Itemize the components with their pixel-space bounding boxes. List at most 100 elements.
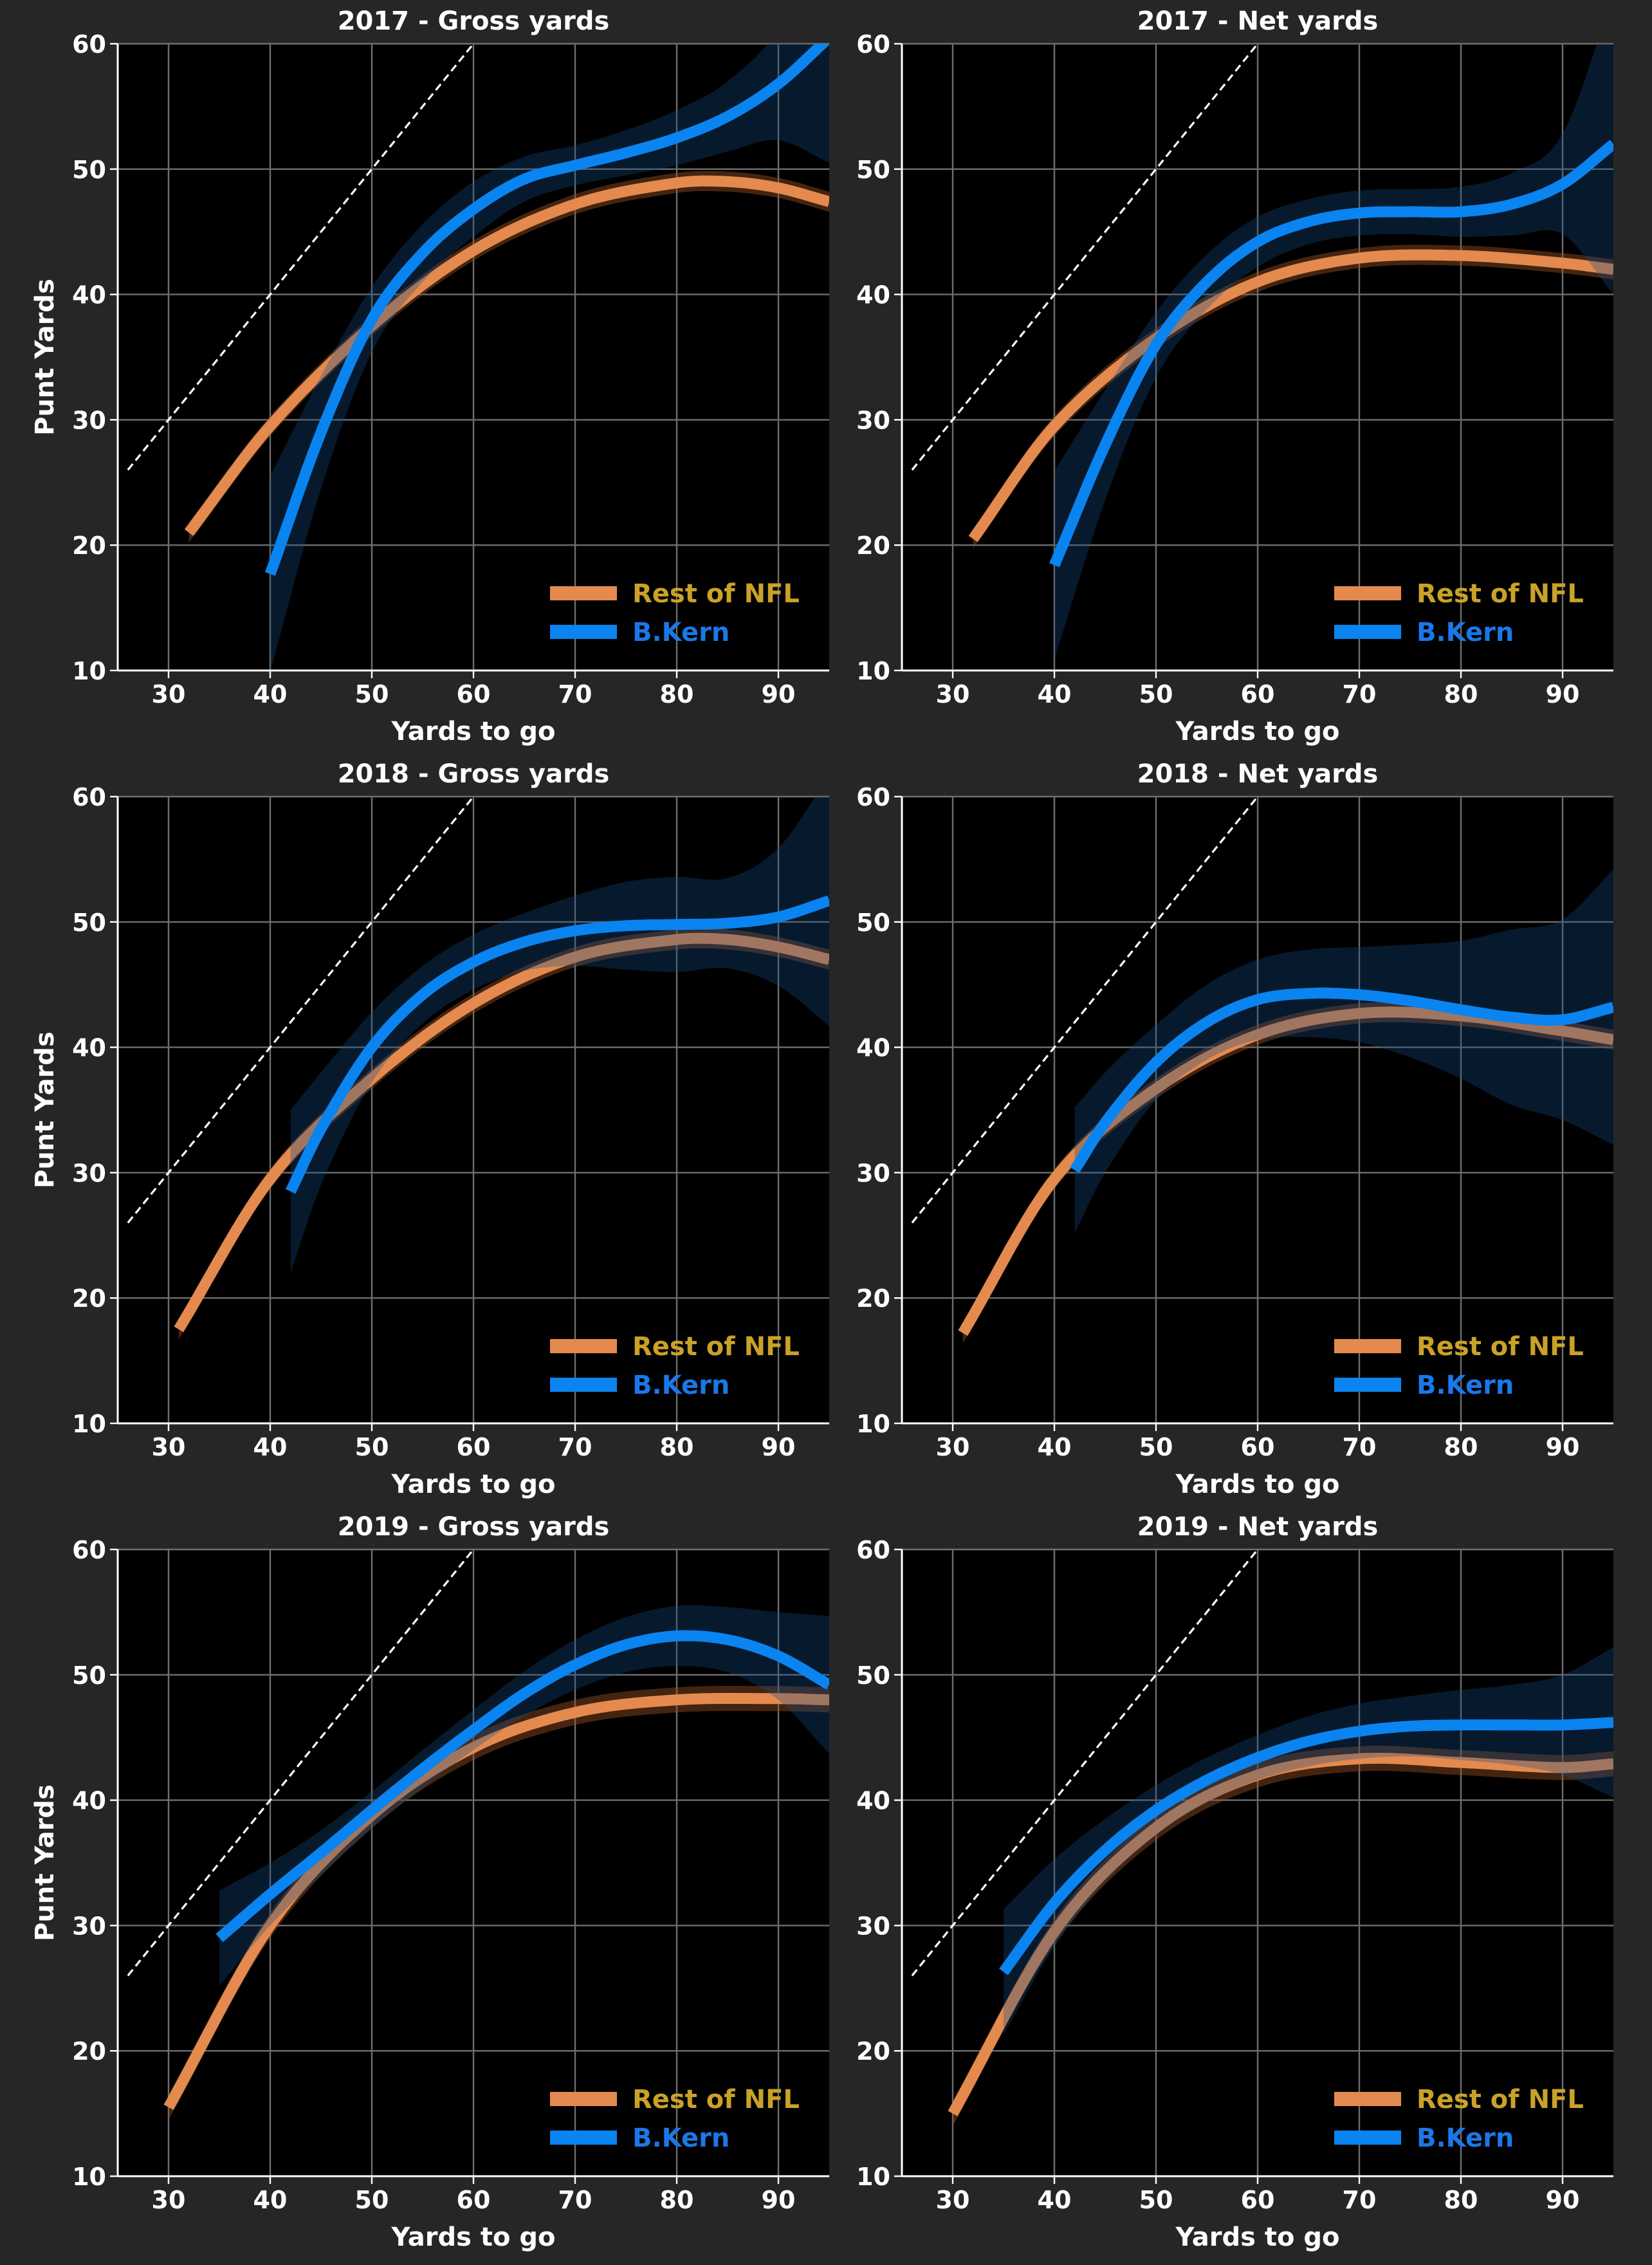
y-tick-label: 20: [72, 1284, 106, 1313]
y-tick-label: 30: [72, 406, 106, 434]
legend-label-rest: Rest of NFL: [1417, 579, 1584, 609]
rest-confidence-band: [962, 1002, 1613, 1344]
y-tick-label: 10: [856, 2163, 890, 2191]
y-tick-label: 30: [72, 1912, 106, 1940]
x-tick-label: 80: [660, 1433, 694, 1461]
x-tick-label: 40: [253, 680, 288, 708]
y-axis-label: Punt Yards: [30, 279, 60, 436]
y-tick-label: 60: [856, 783, 890, 811]
legend-label-kern: B.Kern: [1417, 1371, 1514, 1400]
rest-series-line: [184, 175, 829, 536]
legend-label-rest: Rest of NFL: [1417, 2085, 1584, 2114]
chart-title: 2018 - Net yards: [1137, 759, 1379, 789]
chart-panel-6: 30 40 50 60 70 80 90 10 20 30 40 50 60 2019 - Net yar…: [856, 1512, 1613, 2252]
x-tick-label: 40: [253, 2186, 288, 2214]
x-tick-label: 80: [660, 680, 694, 708]
x-tick-label: 60: [457, 1433, 491, 1461]
x-tick-label: 50: [355, 2186, 389, 2214]
x-axis-label: Yards to go: [390, 1470, 555, 1499]
legend-label-kern: B.Kern: [632, 1371, 730, 1400]
y-tick-label: 50: [856, 156, 890, 184]
kern-confidence-band: [290, 797, 829, 1273]
chart-panel-4: 30 40 50 60 70 80 90 10 20 30 40 50 60 2018 - Net yar…: [856, 759, 1613, 1499]
x-tick-label: 90: [762, 680, 796, 708]
reference-line: [127, 797, 475, 1224]
y-tick-label: 60: [856, 1536, 890, 1564]
y-tick-label: 60: [856, 30, 890, 59]
legend-label-kern: B.Kern: [1417, 618, 1514, 647]
x-tick-label: 50: [1139, 1433, 1173, 1461]
plot-content: [127, 797, 829, 1340]
chart-panel-2: 30 40 50 60 70 80 90 10 20 30 40 50 60 2017 - Net yar…: [856, 6, 1613, 746]
y-tick-label: 40: [72, 281, 106, 310]
legend-label-rest: Rest of NFL: [632, 1332, 800, 1362]
y-tick-label: 20: [72, 532, 106, 560]
reference-line: [911, 44, 1259, 471]
x-tick-label: 60: [457, 680, 491, 708]
y-tick-label: 40: [856, 1034, 890, 1062]
x-tick-label: 60: [457, 2186, 491, 2214]
x-tick-label: 80: [1444, 1433, 1478, 1461]
x-tick-label: 40: [1038, 2186, 1072, 2214]
legend-label-kern: B.Kern: [1417, 2123, 1514, 2153]
rest-series-line: [968, 249, 1613, 542]
y-tick-label: 60: [72, 30, 106, 59]
x-tick-label: 90: [1546, 1433, 1580, 1461]
kern-series-line: [216, 1630, 829, 1943]
legend-label-rest: Rest of NFL: [1417, 1332, 1584, 1362]
x-tick-label: 30: [936, 2186, 970, 2214]
y-tick-label: 30: [72, 1159, 106, 1187]
plot-content: [127, 1549, 829, 2120]
y-tick-label: 10: [72, 2163, 106, 2191]
x-tick-label: 40: [1038, 1433, 1072, 1461]
reference-line: [127, 44, 475, 471]
x-tick-label: 70: [558, 1433, 592, 1461]
chart-panel-5: 30 40 50 60 70 80 90 10 20 30 40 50 60 2019 - Gross y…: [30, 1512, 829, 2252]
y-tick-label: 60: [72, 1536, 106, 1564]
x-tick-label: 30: [152, 1433, 186, 1461]
y-tick-label: 60: [72, 783, 106, 811]
x-axis-label: Yards to go: [1175, 717, 1339, 746]
x-tick-label: 80: [1444, 680, 1478, 708]
y-tick-label: 40: [856, 281, 890, 310]
reference-line: [911, 1549, 1259, 1977]
x-axis-label: Yards to go: [1175, 1470, 1339, 1499]
x-axis-label: Yards to go: [390, 717, 555, 746]
y-tick-label: 40: [72, 1034, 106, 1062]
x-tick-label: 90: [762, 2186, 796, 2214]
y-tick-label: 30: [856, 406, 890, 434]
x-tick-label: 50: [355, 680, 389, 708]
kern-series-line: [1049, 140, 1613, 568]
x-tick-label: 50: [355, 1433, 389, 1461]
x-tick-label: 80: [660, 2186, 694, 2214]
x-tick-label: 70: [558, 680, 592, 708]
reference-line: [127, 1549, 475, 1977]
x-tick-label: 30: [152, 2186, 186, 2214]
legend-label-rest: Rest of NFL: [632, 579, 800, 609]
y-tick-label: 50: [856, 909, 890, 937]
x-tick-label: 80: [1444, 2186, 1478, 2214]
x-axis-label: Yards to go: [1175, 2223, 1339, 2252]
y-tick-label: 20: [856, 2037, 890, 2066]
x-tick-label: 30: [152, 680, 186, 708]
chart-title: 2019 - Gross yards: [338, 1512, 610, 1542]
kern-confidence-band: [1054, 44, 1613, 660]
kern-confidence-band: [1004, 1647, 1613, 2035]
plot-content: [127, 44, 829, 670]
y-tick-label: 20: [72, 2037, 106, 2066]
chart-panel-3: 30 40 50 60 70 80 90 10 20 30 40 50 60 2018 - Gross y…: [30, 759, 829, 1499]
x-tick-label: 90: [1546, 680, 1580, 708]
x-tick-label: 70: [1343, 680, 1377, 708]
x-tick-label: 50: [1139, 680, 1173, 708]
legend-label-kern: B.Kern: [632, 2123, 730, 2153]
x-tick-label: 60: [1241, 2186, 1275, 2214]
x-tick-label: 40: [253, 1433, 288, 1461]
y-axis-label: Punt Yards: [30, 1784, 60, 1941]
legend-label-rest: Rest of NFL: [632, 2085, 800, 2114]
y-tick-label: 50: [856, 1661, 890, 1690]
kern-confidence-band: [1074, 869, 1613, 1233]
x-tick-label: 30: [936, 1433, 970, 1461]
x-tick-label: 90: [1546, 2186, 1580, 2214]
x-tick-label: 90: [762, 1433, 796, 1461]
